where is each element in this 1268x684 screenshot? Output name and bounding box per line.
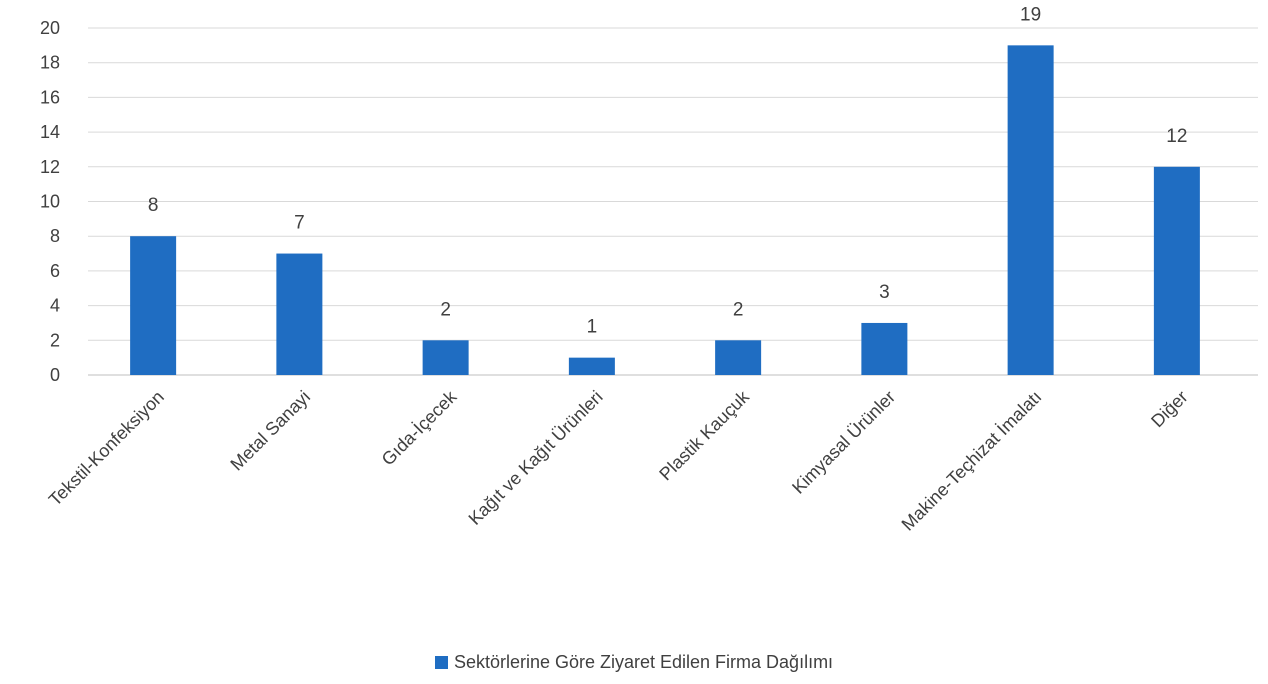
x-tick-label: Gıda-İçecek <box>378 386 461 469</box>
y-tick-label: 20 <box>40 18 60 38</box>
y-tick-label: 10 <box>40 192 60 212</box>
data-label: 8 <box>148 195 159 216</box>
bar-chart: 024681012141618208Tekstil-Konfeksiyon7Me… <box>40 4 1258 535</box>
x-tick-label: Tekstil-Konfeksiyon <box>45 387 168 510</box>
data-label: 12 <box>1166 126 1187 147</box>
y-tick-label: 8 <box>50 226 60 246</box>
data-label: 7 <box>294 213 305 234</box>
y-tick-label: 14 <box>40 122 60 142</box>
x-tick-label: Metal Sanayi <box>226 387 314 475</box>
bar <box>861 322 908 375</box>
bar <box>276 253 323 375</box>
data-label: 2 <box>440 299 451 320</box>
legend: Sektörlerine Göre Ziyaret Edilen Firma D… <box>0 650 1268 674</box>
legend-label: Sektörlerine Göre Ziyaret Edilen Firma D… <box>453 651 834 672</box>
bar <box>568 357 615 375</box>
data-label: 19 <box>1020 4 1041 25</box>
y-tick-label: 4 <box>50 296 60 316</box>
x-tick-label: Kimyasal Ürünler <box>788 387 899 498</box>
y-tick-label: 2 <box>50 330 60 350</box>
y-tick-label: 6 <box>50 261 60 281</box>
x-tick-label: Diğer <box>1147 387 1192 432</box>
legend-swatch <box>434 655 448 669</box>
data-label: 1 <box>587 317 598 338</box>
data-label: 3 <box>879 282 890 303</box>
bar <box>1153 166 1200 375</box>
bar <box>422 340 469 375</box>
y-tick-label: 18 <box>40 53 60 73</box>
x-tick-label: Kağıt ve Kağıt Ürünleri <box>465 387 607 529</box>
y-tick-label: 0 <box>50 365 60 385</box>
y-tick-label: 12 <box>40 157 60 177</box>
bar <box>715 340 762 375</box>
data-label: 2 <box>733 299 744 320</box>
x-tick-label: Plastik Kauçuk <box>655 386 753 484</box>
x-tick-label: Makine-Teçhizat İmalatı <box>898 387 1046 535</box>
bar <box>1007 45 1054 375</box>
y-tick-label: 16 <box>40 87 60 107</box>
bar <box>130 236 177 375</box>
